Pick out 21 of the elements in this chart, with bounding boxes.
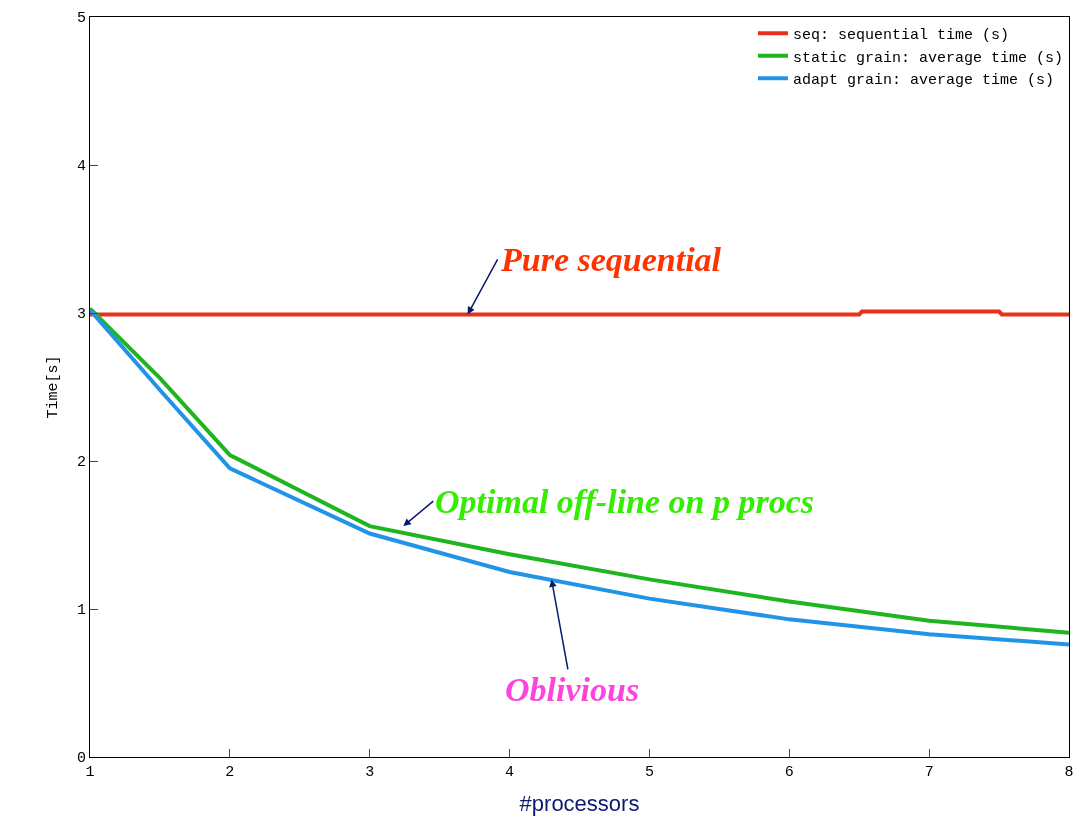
annotation: Pure sequential — [500, 241, 722, 278]
annotation: Oblivious — [505, 671, 640, 708]
x-tick-label: 4 — [505, 764, 515, 781]
legend-label: seq: sequential time (s) — [793, 27, 1010, 45]
y-tick-label: 2 — [76, 454, 86, 472]
x-tick-label: 8 — [1064, 764, 1074, 781]
x-tick-label: 7 — [924, 764, 934, 781]
x-tick-label: 3 — [365, 764, 375, 781]
y-axis-title: Time[s] — [45, 355, 63, 419]
legend-label: adapt grain: average time (s) — [793, 72, 1055, 90]
x-axis-title: #processors — [519, 790, 640, 816]
annotation: Optimal off-line on p procs — [435, 483, 815, 520]
y-tick-label: 3 — [76, 306, 86, 324]
legend-label: static grain: average time (s) — [793, 49, 1064, 67]
x-tick-label: 6 — [784, 764, 794, 781]
y-tick-label: 5 — [76, 10, 86, 28]
y-tick-label: 0 — [76, 750, 86, 768]
y-tick-label: 1 — [76, 602, 86, 620]
x-tick-label: 2 — [225, 764, 235, 781]
y-tick-label: 4 — [76, 158, 86, 176]
x-tick-label: 5 — [644, 764, 654, 781]
